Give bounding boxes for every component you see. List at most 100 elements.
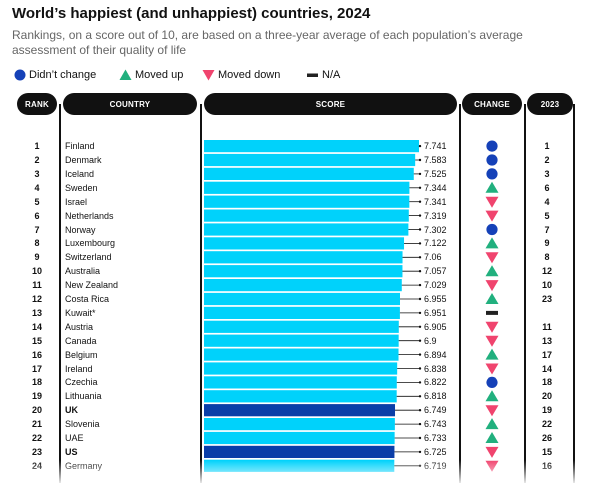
- country-label: Kuwait*: [65, 307, 96, 318]
- rank-2023-label: 5: [544, 210, 550, 221]
- score-label: 6.733: [424, 433, 447, 443]
- country-label: Costa Rica: [65, 294, 110, 304]
- legend-label-na: N/A: [322, 69, 341, 81]
- legend-label-up: Moved up: [135, 69, 184, 81]
- rank-2023-label: 2: [544, 155, 550, 165]
- country-label: Denmark: [65, 155, 102, 165]
- score-bar: [204, 167, 414, 180]
- rank-2023-label: 8: [544, 252, 550, 263]
- score-label: 7.341: [424, 196, 447, 207]
- score-bar: [204, 390, 397, 403]
- score-label: 6.894: [424, 349, 447, 360]
- rank-label: 4: [34, 182, 40, 193]
- score-label: 6.749: [424, 405, 447, 416]
- leader-dot: [418, 311, 422, 315]
- rank-label: 9: [34, 252, 40, 263]
- country-label: New Zealand: [65, 280, 119, 291]
- rank-label: 22: [31, 433, 42, 443]
- country-label: Germany: [65, 460, 103, 471]
- column-divider: [200, 104, 202, 483]
- score-label: 7.344: [424, 182, 447, 193]
- rank-2023-label: 11: [542, 321, 552, 332]
- score-bar: [204, 334, 399, 347]
- rank-2023-label: 12: [541, 266, 552, 277]
- legend-label-down: Moved down: [218, 69, 281, 81]
- score-bar: [204, 306, 400, 319]
- rank-2023-label: 19: [541, 405, 552, 416]
- country-label: Australia: [65, 266, 101, 277]
- score-label: 6.818: [424, 391, 447, 402]
- rank-label: 23: [31, 446, 42, 457]
- down-triangle-icon: [485, 446, 499, 458]
- score-label: 7.319: [424, 210, 447, 221]
- leader-dot: [418, 214, 422, 217]
- dash-icon: [307, 73, 318, 77]
- down-triangle-icon: [202, 70, 215, 81]
- country-label: Slovenia: [65, 419, 100, 430]
- score-bar: [204, 153, 416, 167]
- country-label: Finland: [65, 141, 95, 152]
- score-bar: [204, 459, 395, 472]
- header-country: COUNTRY: [63, 93, 197, 115]
- leader-dot: [418, 200, 422, 203]
- rank-label: 16: [31, 349, 42, 360]
- score-bar: [204, 292, 400, 306]
- leader-dot: [418, 367, 422, 370]
- score-bar: [204, 376, 397, 389]
- country-label: Lithuania: [65, 391, 102, 402]
- leader-dot: [418, 436, 422, 440]
- country-label: Israel: [65, 196, 88, 207]
- leader-dot: [418, 325, 422, 328]
- leader-dot: [418, 422, 422, 426]
- score-label: 6.955: [424, 294, 447, 304]
- rank-label: 13: [31, 307, 42, 318]
- score-label: 7.029: [424, 280, 447, 291]
- up-triangle-icon: [485, 293, 499, 304]
- up-triangle-icon: [485, 390, 499, 402]
- leader-dot: [418, 144, 422, 148]
- legend-item-na: N/A: [307, 67, 340, 83]
- score-label: 7.583: [424, 155, 447, 165]
- country-label: Belgium: [65, 349, 98, 360]
- score-label: 6.838: [424, 363, 447, 374]
- legend-label-no-change: Didn’t change: [29, 69, 97, 81]
- score-bar: [204, 237, 405, 250]
- rank-label: 20: [31, 405, 42, 416]
- rank-2023-label: 1: [544, 141, 550, 152]
- score-bar: [204, 140, 419, 153]
- rank-label: 11: [32, 280, 42, 291]
- score-label: 6.905: [424, 321, 447, 332]
- score-bar: [204, 251, 403, 264]
- score-label: 7.06: [424, 252, 442, 263]
- up-triangle-icon: [119, 69, 132, 80]
- column-divider: [573, 104, 575, 483]
- score-bar: [204, 209, 409, 222]
- leader-dot: [418, 409, 422, 412]
- score-bar: [204, 418, 395, 431]
- no-change-circle-icon: [486, 223, 498, 236]
- rank-2023-label: 26: [541, 433, 552, 443]
- rank-label: 12: [31, 294, 42, 304]
- leader-dot: [418, 186, 422, 189]
- leader-dot: [418, 283, 422, 287]
- up-triangle-icon: [485, 432, 499, 443]
- country-label: Norway: [65, 224, 96, 235]
- rank-2023-label: 18: [541, 377, 552, 388]
- no-change-circle-icon: [486, 376, 498, 388]
- rank-2023-label: 7: [544, 224, 550, 235]
- rank-2023-label: 14: [541, 363, 552, 374]
- rank-2023-label: 20: [541, 391, 552, 402]
- legend-item-up: Moved up: [119, 67, 183, 83]
- down-triangle-icon: [485, 196, 499, 208]
- down-triangle-icon: [485, 405, 499, 417]
- country-label: Switzerland: [65, 252, 112, 263]
- country-label: Canada: [65, 335, 97, 346]
- score-label: 7.302: [424, 224, 447, 235]
- country-label: Austria: [65, 321, 94, 332]
- score-label: 6.725: [424, 446, 447, 457]
- score-label: 6.822: [424, 377, 447, 388]
- country-label: Iceland: [65, 168, 95, 179]
- rank-2023-label: 3: [544, 168, 550, 179]
- rank-label: 8: [34, 238, 40, 249]
- down-triangle-icon: [485, 280, 499, 292]
